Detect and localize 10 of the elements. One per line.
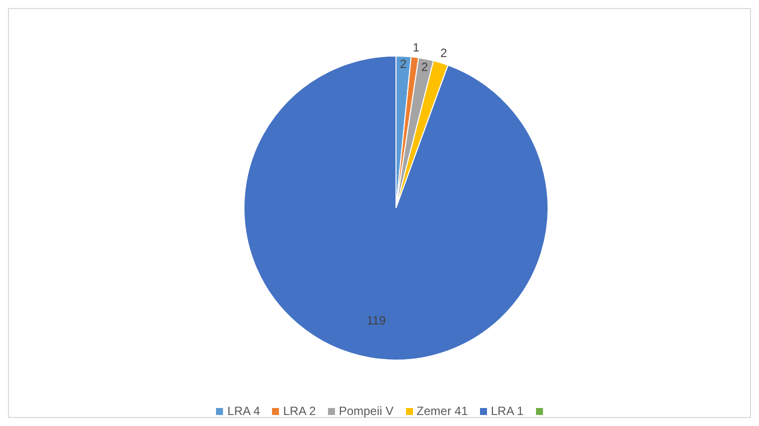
data-label: 1 — [412, 40, 420, 54]
data-label: 2 — [440, 46, 448, 60]
legend-label: LRA 4 — [227, 404, 260, 418]
data-label: 119 — [366, 313, 386, 328]
data-label: 2 — [400, 57, 407, 72]
legend-label: LRA 1 — [490, 404, 524, 418]
legend-label: Zemer 41 — [416, 404, 468, 418]
legend-label: LRA 2 — [283, 404, 316, 418]
legend-label: Pompeii V — [338, 404, 394, 418]
data-label: 2 — [421, 60, 428, 74]
